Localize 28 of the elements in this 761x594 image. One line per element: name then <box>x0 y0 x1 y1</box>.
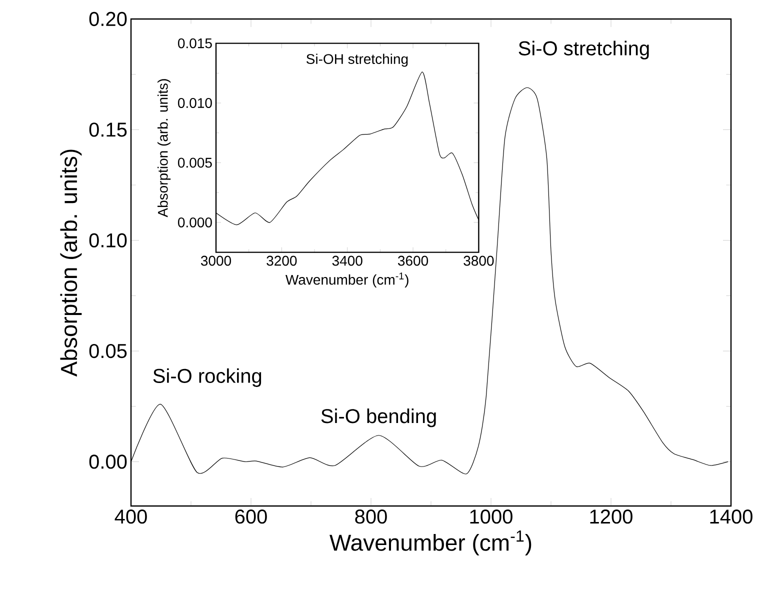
x-tick-label: 3200 <box>266 256 297 266</box>
x-tick-label: 800 <box>355 510 387 524</box>
x-tick-label: 3400 <box>332 256 362 266</box>
x-tick-label: 3600 <box>398 256 428 266</box>
x-tick-label: 1000 <box>470 510 512 524</box>
x-tick-label: 1200 <box>590 510 632 524</box>
annotation: Si-O rocking <box>153 368 262 387</box>
x-tick-label: 600 <box>235 510 267 524</box>
y-axis-title: Absorption (arb. units) <box>158 79 171 218</box>
y-tick-label: 0.05 <box>89 344 127 358</box>
y-tick-label: 0.015 <box>178 38 212 48</box>
x-tick-label: 1400 <box>710 510 752 524</box>
y-axis-title: Absorption (arb. units) <box>60 150 82 377</box>
y-tick-label: 0.00 <box>89 454 127 469</box>
annotation: Si-O stretching <box>518 40 649 60</box>
x-axis-title: Wavenumber (cm$^{-1}$) <box>330 530 532 556</box>
x-tick-label: 3000 <box>200 256 232 266</box>
y-tick-label: 0.10 <box>89 233 127 248</box>
annotation: Si-OH stretching <box>306 54 408 67</box>
y-tick-label: 0.000 <box>178 217 212 228</box>
y-tick-label: 0.15 <box>89 122 127 137</box>
y-tick-label: 0.20 <box>89 12 127 26</box>
y-tick-label: 0.005 <box>178 158 212 168</box>
y-tick-label: 0.010 <box>178 98 212 108</box>
x-axis-title: Wavenumber (cm$^{-1}$) <box>286 272 408 288</box>
x-tick-label: 3800 <box>464 256 494 266</box>
annotation: Si-O bending <box>321 408 436 428</box>
x-tick-label: 400 <box>114 510 147 524</box>
